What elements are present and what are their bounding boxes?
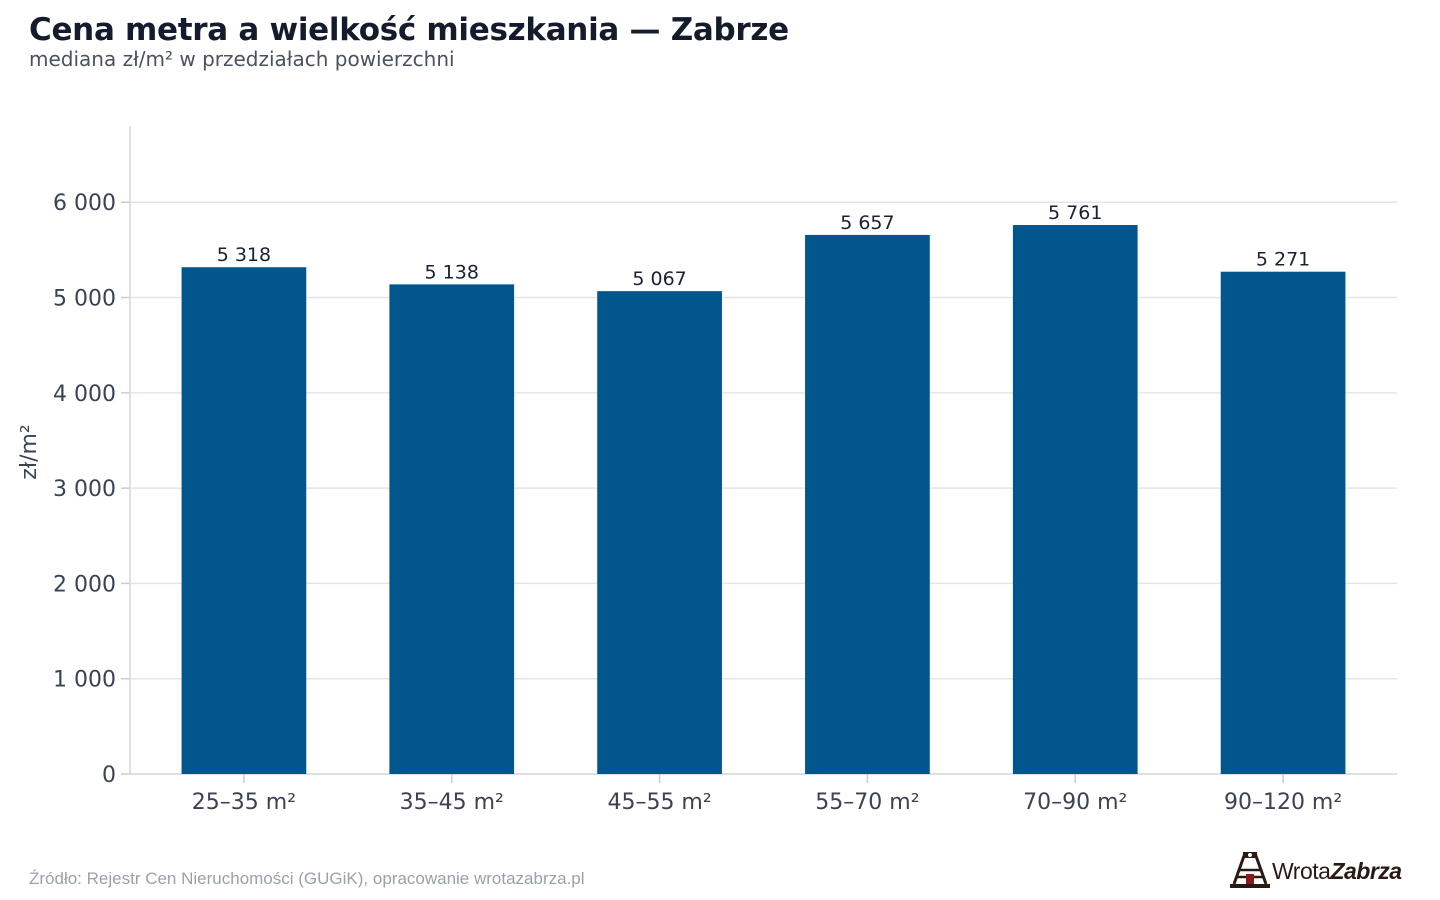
x-tick-label: 45–55 m²	[607, 790, 711, 815]
bar	[597, 291, 722, 774]
bar	[389, 284, 515, 774]
y-tick-label: 3 000	[53, 477, 116, 502]
bar	[1220, 271, 1346, 774]
wrotazabrza-logo: WrotaZabrza	[1228, 848, 1414, 890]
x-tick-label: 35–45 m²	[400, 790, 504, 815]
data-labels: 5 318 5 138 5 067 5 657 5 761 5 271	[217, 202, 1311, 290]
x-tick-label: 25–35 m²	[192, 790, 296, 815]
bar-chart: 5 318 5 138 5 067 5 657 5 761 5 271 0 1 000 2 0…	[17, 126, 1397, 815]
y-tick-label: 2 000	[53, 572, 116, 597]
y-tick-labels: 0 1 000 2 000 3 000 4 000 5 000 6 000	[53, 191, 116, 788]
logo-text-b: Zabrza	[1330, 858, 1402, 884]
y-axis-label: zł/m²	[17, 424, 42, 479]
mine-shaft-icon	[1230, 852, 1270, 888]
data-label: 5 271	[1256, 249, 1310, 271]
logo-text-a: Wrota	[1272, 858, 1331, 884]
chart-subtitle: mediana zł/m² w przedziałach powierzchni	[29, 47, 455, 71]
data-label: 5 318	[217, 244, 271, 266]
data-label: 5 657	[840, 212, 894, 234]
chart-title: Cena metra a wielkość mieszkania — Zabrz…	[29, 12, 789, 48]
bar	[1012, 225, 1138, 774]
bar	[805, 234, 930, 775]
gridlines	[130, 201, 1397, 680]
bar	[181, 267, 307, 774]
bars	[181, 225, 1346, 775]
x-tick-label: 70–90 m²	[1023, 790, 1127, 815]
x-tick-labels: 25–35 m² 35–45 m² 45–55 m² 55–70 m² 70–90 m²…	[192, 790, 1342, 815]
logo-text: WrotaZabrza	[1272, 858, 1402, 885]
axes	[121, 126, 1397, 783]
data-label: 5 067	[632, 268, 686, 290]
source-note: Źródło: Rejestr Cen Nieruchomości (GUGiK…	[29, 869, 585, 888]
x-tick-label: 55–70 m²	[815, 790, 919, 815]
y-tick-label: 0	[102, 763, 116, 788]
y-tick-label: 5 000	[53, 287, 116, 312]
x-tick-label: 90–120 m²	[1224, 790, 1342, 815]
y-tick-label: 1 000	[53, 668, 116, 693]
data-label: 5 138	[425, 261, 479, 283]
y-tick-label: 6 000	[53, 191, 116, 216]
y-tick-label: 4 000	[53, 382, 116, 407]
data-label: 5 761	[1048, 202, 1102, 224]
